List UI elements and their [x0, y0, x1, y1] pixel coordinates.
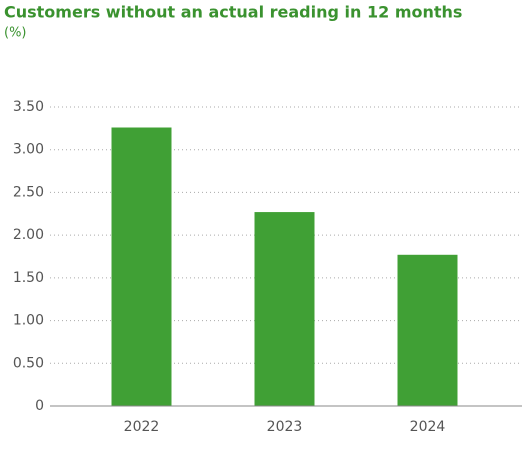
y-tick-label: 0	[35, 398, 44, 414]
bar	[111, 127, 172, 406]
bar	[254, 212, 315, 406]
y-tick-label: 3.50	[13, 99, 44, 115]
x-tick-label: 2024	[410, 419, 446, 435]
x-tick-label: 2022	[124, 419, 160, 435]
y-tick-label: 3.00	[13, 142, 44, 158]
y-tick-label: 2.50	[13, 184, 44, 200]
chart-subtitle: (%)	[4, 26, 27, 41]
y-tick-label: 0.50	[13, 355, 44, 371]
chart-title: Customers without an actual reading in 1…	[4, 3, 462, 22]
y-tick-label: 1.00	[13, 313, 44, 329]
y-tick-label: 1.50	[13, 270, 44, 286]
bar	[397, 254, 458, 406]
y-tick-label: 2.00	[13, 227, 44, 243]
x-tick-label: 2023	[267, 419, 303, 435]
